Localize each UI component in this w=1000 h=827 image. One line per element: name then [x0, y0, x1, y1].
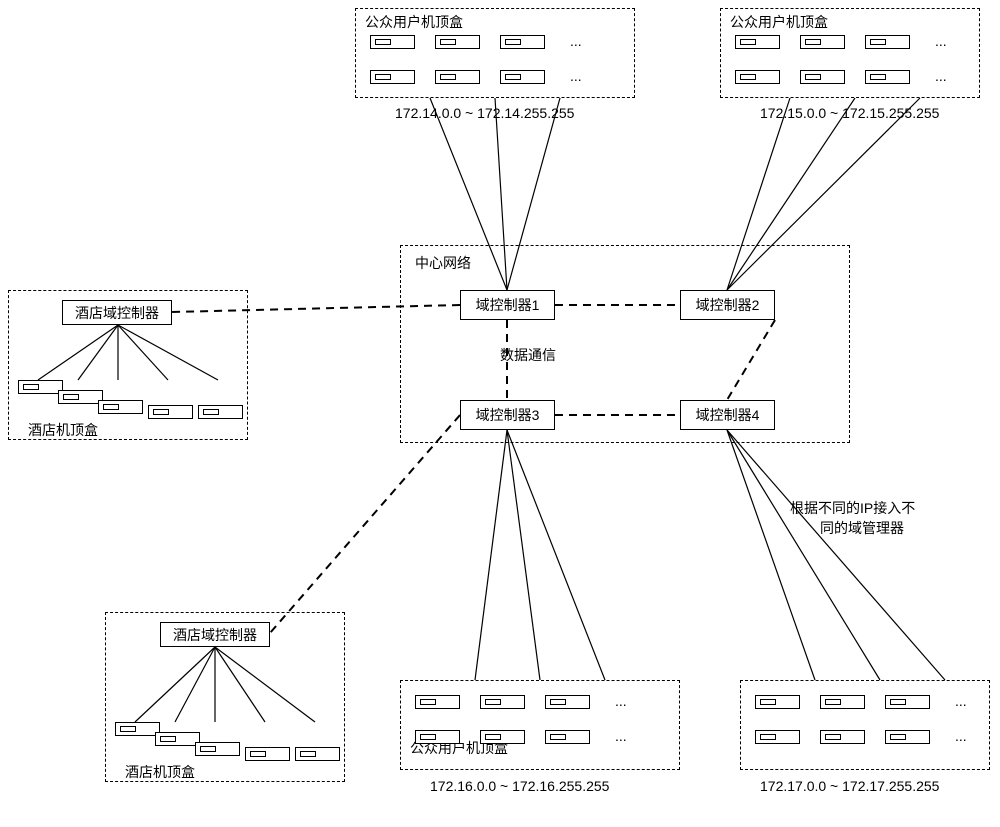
stb-device: [370, 70, 415, 84]
ellipsis: ...: [935, 68, 947, 84]
ip-note-line1: 根据不同的IP接入不: [790, 498, 915, 518]
stb-device: [545, 730, 590, 744]
hotel-stb-device: [195, 742, 240, 756]
hotel-stb-label-lower: 酒店机顶盒: [125, 762, 195, 782]
stb-device: [820, 730, 865, 744]
ip-range-top-right: 172.15.0.0 ~ 172.15.255.255: [760, 105, 939, 121]
ellipsis: ...: [935, 33, 947, 49]
stb-device: [755, 695, 800, 709]
center-network-label: 中心网络: [415, 253, 471, 273]
dc1-label: 域控制器1: [476, 295, 540, 315]
hotel-stb-label-upper: 酒店机顶盒: [28, 420, 98, 440]
dc3-label: 域控制器3: [476, 405, 540, 425]
domain-controller-1: 域控制器1: [460, 290, 555, 320]
ellipsis: ...: [955, 693, 967, 709]
stb-device: [500, 70, 545, 84]
stb-device: [865, 35, 910, 49]
ellipsis: ...: [615, 728, 627, 744]
hotel-stb-device: [295, 747, 340, 761]
stb-device: [415, 695, 460, 709]
stb-device: [545, 695, 590, 709]
stb-device: [885, 695, 930, 709]
ip-range-bottom-right: 172.17.0.0 ~ 172.17.255.255: [760, 778, 939, 794]
stb-device: [500, 35, 545, 49]
stb-device: [800, 70, 845, 84]
hotel-stb-device: [155, 732, 200, 746]
ellipsis: ...: [570, 33, 582, 49]
stb-device: [885, 730, 930, 744]
stb-device: [755, 730, 800, 744]
stb-device: [800, 35, 845, 49]
stb-device: [415, 730, 460, 744]
stb-device: [370, 35, 415, 49]
dc2-label: 域控制器2: [696, 295, 760, 315]
domain-controller-4: 域控制器4: [680, 400, 775, 430]
stb-device: [480, 730, 525, 744]
ip-note-line2: 同的域管理器: [820, 518, 904, 538]
ip-range-top-left: 172.14.0.0 ~ 172.14.255.255: [395, 105, 574, 121]
hotel-domain-controller-lower: 酒店域控制器: [160, 622, 270, 647]
public-stb-label-tr: 公众用户机顶盒: [730, 12, 828, 32]
stb-device: [735, 70, 780, 84]
stb-device: [435, 70, 480, 84]
domain-controller-2: 域控制器2: [680, 290, 775, 320]
ip-range-bottom-left: 172.16.0.0 ~ 172.16.255.255: [430, 778, 609, 794]
hotel-stb-device: [58, 390, 103, 404]
ellipsis: ...: [570, 68, 582, 84]
data-comm-label: 数据通信: [500, 345, 556, 365]
ellipsis: ...: [955, 728, 967, 744]
ellipsis: ...: [615, 693, 627, 709]
public-stb-group-bottom-right: [740, 680, 990, 770]
dc4-label: 域控制器4: [696, 405, 760, 425]
hotel-domain-controller-upper: 酒店域控制器: [62, 300, 172, 325]
stb-device: [865, 70, 910, 84]
stb-device: [735, 35, 780, 49]
hotel-dc-l-label: 酒店域控制器: [173, 625, 257, 645]
hotel-stb-device: [198, 405, 243, 419]
hotel-stb-device: [98, 400, 143, 414]
hotel-dc-u-label: 酒店域控制器: [75, 303, 159, 323]
hotel-stb-device: [18, 380, 63, 394]
hotel-stb-device: [245, 747, 290, 761]
stb-device: [480, 695, 525, 709]
stb-device: [820, 695, 865, 709]
domain-controller-3: 域控制器3: [460, 400, 555, 430]
stb-device: [435, 35, 480, 49]
public-stb-label-tl: 公众用户机顶盒: [365, 12, 463, 32]
hotel-stb-device: [148, 405, 193, 419]
hotel-stb-device: [115, 722, 160, 736]
